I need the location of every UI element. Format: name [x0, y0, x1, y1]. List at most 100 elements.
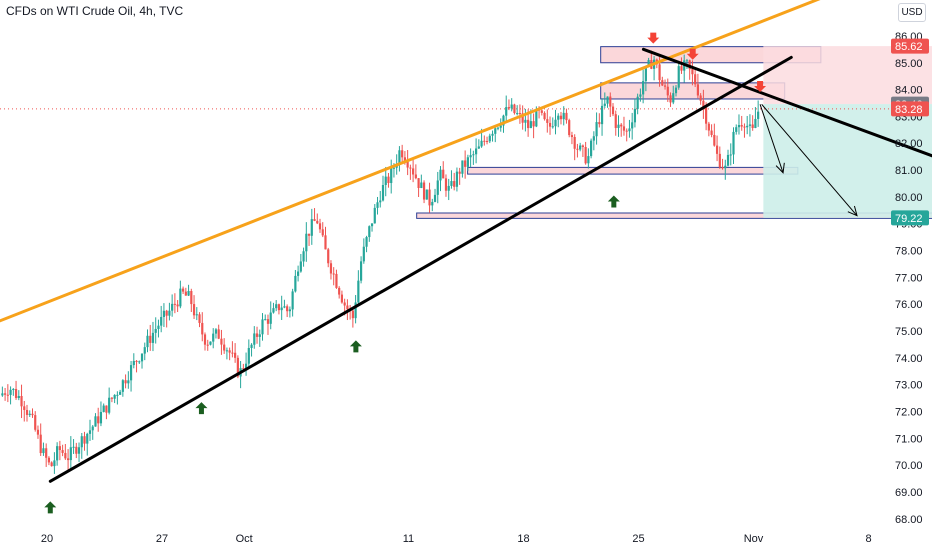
candle-body-59	[162, 310, 166, 317]
candle-body-236	[647, 60, 650, 67]
candle-body-22	[61, 450, 64, 453]
candle-body-26	[72, 446, 75, 448]
candle-body-142	[390, 167, 393, 184]
candle-body-240	[658, 64, 661, 81]
candle-body-185	[507, 107, 511, 109]
black-trendline-1	[641, 47, 932, 158]
candle-body-33	[91, 426, 94, 431]
candle-body-192	[527, 119, 530, 129]
candle-body-270	[740, 125, 743, 127]
candle-body-53	[146, 335, 149, 348]
candle-body-13	[36, 429, 40, 435]
candle-body-99	[272, 308, 275, 313]
candle-body-172	[472, 154, 475, 156]
candle-body-174	[477, 146, 480, 149]
candle-body-104	[286, 306, 289, 312]
candle-body-260	[713, 134, 716, 146]
candle-body-165	[453, 181, 456, 187]
candle-body-71	[195, 314, 198, 316]
y-tick-label-1: 69.00	[895, 487, 923, 499]
candle-body-61	[168, 310, 171, 316]
candle-body-169	[464, 160, 467, 167]
candle-body-115	[316, 220, 319, 224]
candle-body-15	[42, 448, 45, 454]
candle-body-116	[318, 223, 322, 230]
candle-body-189	[518, 113, 522, 115]
candle-body-1	[4, 393, 7, 395]
stop-zone	[763, 46, 932, 105]
candle-body-47	[129, 365, 133, 381]
projection-arrowhead-0	[775, 162, 785, 174]
candle-body-3	[9, 389, 12, 395]
candle-body-250	[685, 60, 689, 62]
x-tick-label-5: 25	[632, 533, 644, 545]
candle-body-143	[392, 167, 396, 169]
candle-body-55	[151, 332, 155, 343]
candle-body-39	[108, 397, 111, 413]
candle-body-62	[171, 303, 174, 311]
y-tick-label-12: 80.00	[895, 192, 923, 204]
candle-body-40	[110, 397, 113, 399]
candle-body-7	[20, 396, 23, 407]
candle-body-251	[688, 60, 691, 70]
candle-body-2	[6, 394, 9, 396]
candle-body-166	[455, 171, 459, 187]
candle-body-186	[510, 104, 513, 109]
y-tick-label-16: 84.00	[895, 85, 923, 97]
candle-body-75	[206, 344, 209, 346]
candle-body-23	[64, 452, 67, 459]
candle-body-162	[444, 178, 448, 191]
candle-body-120	[329, 263, 333, 274]
candle-body-262	[718, 153, 721, 168]
candle-body-135	[370, 223, 374, 227]
candle-body-12	[34, 415, 37, 430]
candle-body-73	[201, 322, 204, 335]
candle-body-221	[606, 96, 609, 104]
candle-body-30	[83, 436, 86, 444]
candle-body-193	[529, 121, 532, 129]
chart-title: CFDs on WTI Crude Oil, 4h, TVC	[6, 4, 184, 18]
candle-body-160	[439, 169, 442, 181]
candle-body-210	[576, 148, 579, 150]
price-tag-bg-3	[891, 210, 929, 226]
candle-body-89	[244, 363, 248, 369]
candle-body-24	[66, 458, 70, 461]
candle-body-82	[225, 350, 229, 352]
candle-body-37	[102, 405, 105, 412]
candle-body-197	[540, 110, 543, 113]
candle-body-60	[165, 310, 168, 316]
x-tick-label-3: 11	[403, 533, 414, 545]
candle-body-224	[614, 114, 617, 128]
candle-body-96	[264, 319, 267, 321]
price-tag-bg-0	[891, 38, 929, 54]
candle-body-10	[28, 413, 31, 415]
candle-body-257	[705, 107, 708, 124]
candle-body-88	[242, 368, 245, 370]
candle-body-108	[297, 271, 300, 276]
candle-body-253	[694, 74, 697, 85]
candle-body-138	[379, 200, 382, 203]
candle-body-225	[617, 124, 620, 128]
y-tick-label-4: 72.00	[895, 407, 923, 419]
candle-body-48	[132, 360, 135, 366]
candle-body-74	[203, 334, 207, 345]
candle-body-83	[228, 350, 231, 353]
candle-body-195	[535, 109, 538, 127]
candle-body-131	[359, 261, 363, 281]
candle-body-125	[343, 302, 346, 306]
candle-body-212	[581, 145, 584, 148]
y-tick-label-0: 68.00	[895, 514, 923, 526]
candle-body-21	[58, 446, 61, 451]
candle-body-6	[17, 396, 20, 399]
candle-body-155	[425, 189, 428, 200]
candle-body-0	[1, 393, 4, 396]
candle-body-179	[491, 133, 494, 136]
candle-body-226	[620, 124, 623, 127]
currency-selector[interactable]: USD	[898, 3, 926, 22]
candle-body-235	[644, 66, 647, 82]
candle-body-273	[748, 124, 752, 126]
candle-body-231	[633, 108, 637, 123]
resistance-arrow-2	[754, 80, 767, 92]
candle-body-158	[433, 194, 437, 202]
